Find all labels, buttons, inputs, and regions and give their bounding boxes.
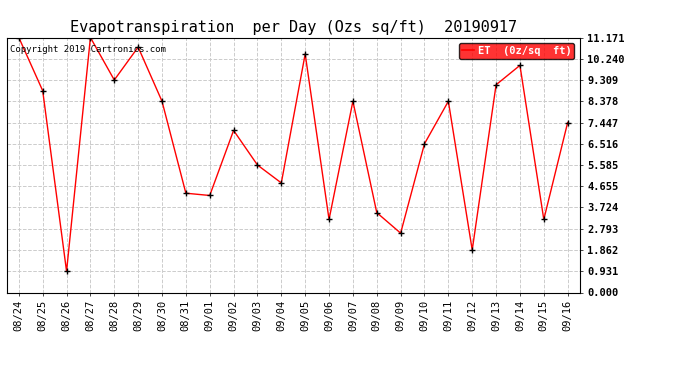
Legend: ET  (0z/sq  ft): ET (0z/sq ft)	[459, 43, 574, 59]
Title: Evapotranspiration  per Day (Ozs sq/ft)  20190917: Evapotranspiration per Day (Ozs sq/ft) 2…	[70, 20, 517, 35]
Text: Copyright 2019 Cartronics.com: Copyright 2019 Cartronics.com	[10, 45, 166, 54]
